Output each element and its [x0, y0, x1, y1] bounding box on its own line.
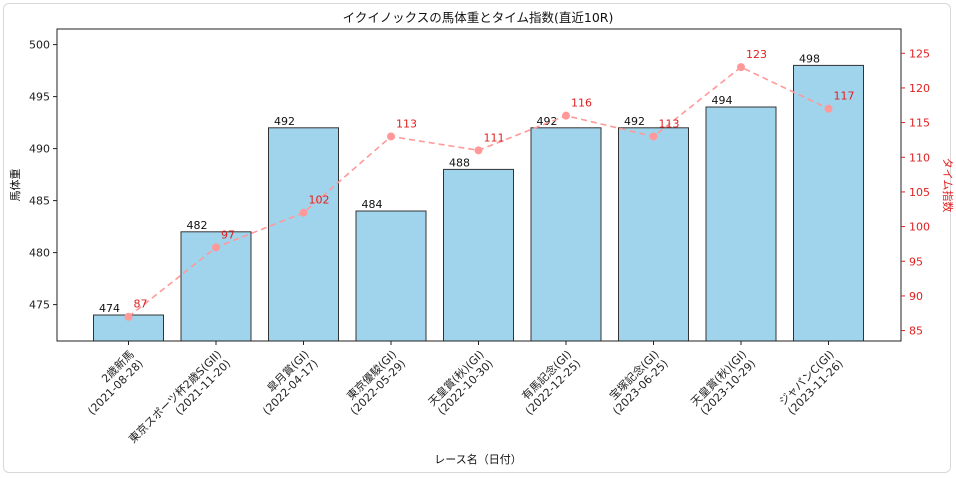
chart-title: イクイノックスの馬体重とタイム指数(直近10R): [343, 10, 614, 25]
x-axis-label: レース名（日付）: [434, 452, 521, 466]
time-index-point-6: [649, 132, 658, 141]
y-tick-label-right: 120: [909, 82, 930, 95]
time-index-point-8: [824, 104, 833, 113]
bar-weight-7: [705, 106, 777, 342]
time-index-value-label: 123: [746, 48, 767, 61]
bar-weight-3: [355, 210, 427, 342]
time-index-value-label: 117: [834, 90, 855, 103]
y-tick-label-right: 125: [909, 47, 930, 60]
y-tick-label-right: 85: [909, 325, 923, 338]
time-index-point-0: [124, 312, 133, 321]
y-tick-label-right: 100: [909, 221, 930, 234]
y-tick-label-left: 475: [29, 299, 50, 312]
y-tick-label-right: 90: [909, 290, 923, 303]
bar-value-label: 482: [187, 219, 208, 232]
bar-weight-4: [443, 168, 514, 342]
y-tick-label-right: 105: [909, 186, 930, 199]
time-index-point-7: [737, 63, 745, 72]
time-index-point-3: [387, 132, 395, 141]
x-tick-label: 東京優駿(GI)(2022-05-29): [338, 347, 408, 417]
y-tick-label-left: 490: [29, 143, 50, 156]
y-tick-label-left: 480: [29, 247, 50, 260]
bar-value-label: 484: [362, 198, 383, 211]
y-tick-label-right: 95: [909, 255, 923, 268]
time-index-value-label: 111: [484, 131, 505, 144]
bar-value-label: 492: [274, 115, 295, 128]
x-tick-label: 2歳新馬(2021-08-28): [75, 347, 145, 417]
bar-value-label: 494: [712, 94, 733, 107]
x-tick-label: 天皇賞(秋)(GI)(2022-10-30): [425, 347, 496, 418]
x-tick-label: ジャパンC(GI)(2023-11-26): [776, 348, 846, 418]
y-tick-label-left: 500: [29, 39, 50, 52]
bar-value-label: 492: [624, 115, 645, 128]
bar-weight-2: [268, 127, 339, 342]
time-index-point-4: [474, 146, 483, 155]
y-axis-label-right: タイム指数: [941, 158, 955, 213]
time-index-value-label: 113: [659, 117, 680, 130]
y-tick-label-right: 115: [909, 117, 930, 130]
x-tick-label: 宝塚記念(GI)(2023-06-25): [600, 347, 670, 417]
time-index-value-label: 113: [396, 117, 417, 130]
y-tick-label-left: 495: [29, 91, 50, 104]
bar-value-label: 492: [537, 115, 558, 128]
time-index-point-5: [562, 111, 570, 120]
y-tick-label-right: 110: [909, 151, 930, 164]
time-index-value-label: 116: [571, 97, 592, 110]
y-axis-label-left: 馬体重: [8, 169, 22, 202]
bar-value-label: 498: [799, 52, 820, 65]
time-index-point-2: [299, 208, 308, 217]
time-index-value-label: 102: [309, 194, 330, 207]
time-index-value-label: 87: [134, 298, 148, 311]
bar-value-label: 474: [99, 302, 120, 315]
x-tick-label: 皐月賞(GI)(2022-04-17): [250, 347, 320, 417]
x-tick-label: 天皇賞(秋)(GI)(2023-10-29): [688, 347, 759, 418]
y-tick-label-left: 485: [29, 195, 50, 208]
bar-value-label: 488: [449, 156, 470, 169]
time-index-value-label: 97: [221, 228, 235, 241]
x-tick-label: 有馬記念(GI)(2022-12-25): [513, 347, 583, 417]
time-index-point-1: [212, 243, 220, 252]
bar-weight-5: [530, 127, 602, 342]
bar-weight-6: [618, 127, 689, 342]
